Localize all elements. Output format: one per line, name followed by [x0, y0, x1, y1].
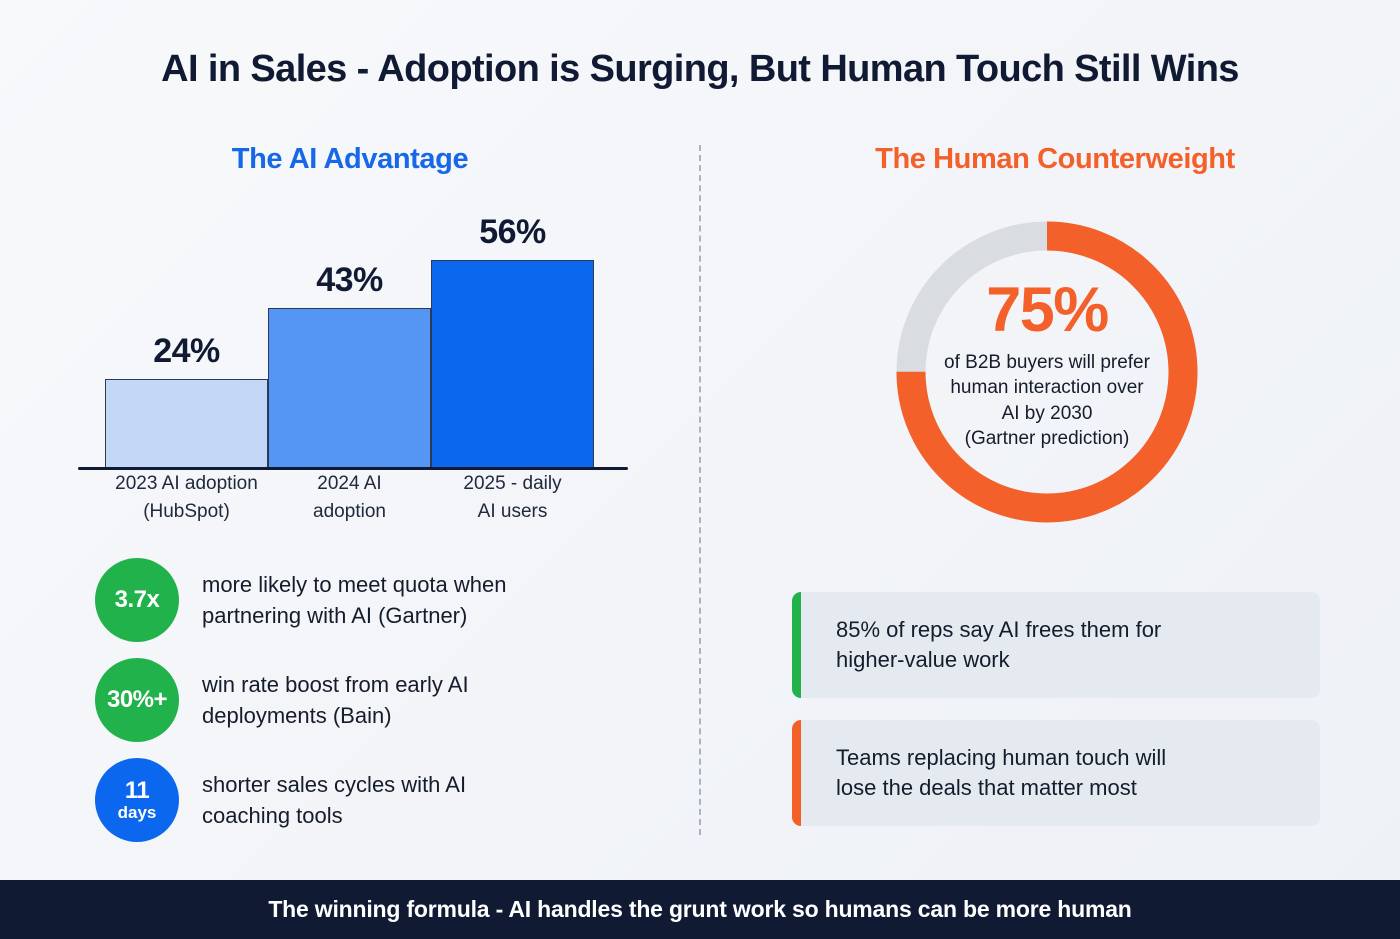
bar-column: 24% [105, 238, 268, 468]
callout-card-text: 85% of reps say AI frees them for higher-… [792, 615, 1185, 676]
callout-card-text-line: Teams replacing human touch will [836, 744, 1167, 770]
callout-card-text-line: 85% of reps say AI frees them for [836, 616, 1162, 642]
callout-card: 85% of reps say AI frees them for higher-… [792, 592, 1320, 698]
donut-description-line: (Gartner prediction) [964, 427, 1130, 449]
bar-category-label-line: adoption [313, 500, 386, 522]
footer-banner: The winning formula - AI handles the gru… [0, 880, 1400, 939]
stat-text: win rate boost from early AI deployments … [202, 669, 469, 731]
left-panel-heading: The AI Advantage [231, 143, 469, 175]
donut-description-line: AI by 2030 [1001, 402, 1093, 424]
bar-category-label: 2023 AI adoption (HubSpot) [105, 470, 268, 525]
page-title: AI in Sales - Adoption is Surging, But H… [161, 48, 1239, 90]
stat-row: 11 days shorter sales cycles with AI coachi… [95, 758, 635, 842]
callout-card-list: 85% of reps say AI frees them for higher-… [792, 592, 1320, 848]
callout-card: Teams replacing human touch will lose the… [792, 720, 1320, 826]
stat-text-line: coaching tools [202, 803, 343, 828]
donut-value-label: 75% [986, 275, 1109, 345]
bar-value-label: 43% [316, 261, 383, 299]
donut-center-label: 75% of B2B buyers will prefer human inter… [914, 279, 1180, 451]
bar-rect[interactable] [105, 379, 268, 468]
donut-chart: 75% of B2B buyers will prefer human inter… [882, 207, 1212, 537]
stat-text-line: partnering with AI (Gartner) [202, 603, 468, 628]
bar-category-label-line: 2023 AI adoption [115, 473, 258, 494]
bar-category-label: 2025 - daily AI users [431, 470, 594, 525]
bar-category-label-line: 2025 - daily [463, 473, 562, 494]
stat-badge-value: 11 [124, 777, 150, 805]
bar-chart: 24% 43% 56% [78, 200, 628, 470]
donut-description: of B2B buyers will prefer human interacti… [914, 350, 1180, 451]
stat-badge: 3.7x [95, 558, 179, 642]
bar-chart-bars: 24% 43% 56% [105, 213, 595, 468]
bar-column: 56% [431, 213, 594, 468]
stat-list: 3.7x more likely to meet quota when partne… [95, 558, 635, 858]
bar-category-label-line: (HubSpot) [143, 500, 230, 522]
footer-text: The winning formula - AI handles the gru… [268, 896, 1132, 922]
callout-card-text: Teams replacing human touch will lose the… [792, 743, 1190, 804]
donut-description-line: of B2B buyers will prefer [944, 352, 1150, 373]
bar-category-label-line: 2024 AI [317, 473, 382, 494]
donut-chart-svg [896, 221, 1198, 523]
stat-text-line: more likely to meet quota when [202, 571, 507, 597]
panel-divider [699, 145, 701, 835]
donut-value-arc [896, 221, 1198, 523]
bar-category-label: 2024 AI adoption [268, 470, 431, 525]
bar-rect[interactable] [268, 308, 431, 468]
callout-card-text-line: higher-value work [836, 647, 1010, 672]
callout-card-text-line: lose the deals that matter most [836, 775, 1137, 800]
stat-badge-value: 30%+ [106, 685, 168, 713]
stat-text-line: shorter sales cycles with AI [202, 771, 467, 797]
stat-badge: 30%+ [95, 658, 179, 742]
stat-text: more likely to meet quota when partnering… [202, 569, 507, 631]
stat-badge: 11 days [95, 758, 179, 842]
stat-text: shorter sales cycles with AI coaching too… [202, 769, 466, 831]
bar-value-label: 24% [153, 332, 220, 370]
bar-chart-axis [78, 467, 628, 470]
stat-badge-unit: days [117, 802, 157, 822]
bar-rect[interactable] [431, 260, 594, 468]
right-panel-heading: The Human Counterweight [875, 143, 1235, 175]
callout-card-accent [792, 720, 801, 826]
bar-column: 43% [268, 238, 431, 468]
bar-category-label-line: AI users [477, 500, 548, 522]
stat-badge-value: 3.7x [114, 585, 160, 613]
bar-chart-axis-labels: 2023 AI adoption (HubSpot) 2024 AI adoption… [105, 470, 595, 525]
bar-value-label: 56% [479, 213, 546, 251]
stat-text-line: win rate boost from early AI [202, 671, 469, 697]
stat-row: 3.7x more likely to meet quota when partne… [95, 558, 635, 642]
callout-card-accent [792, 592, 801, 698]
stat-row: 30%+ win rate boost from early AI deployme… [95, 658, 635, 742]
stat-text-line: deployments (Bain) [202, 703, 392, 728]
donut-description-line: human interaction over [950, 377, 1144, 399]
